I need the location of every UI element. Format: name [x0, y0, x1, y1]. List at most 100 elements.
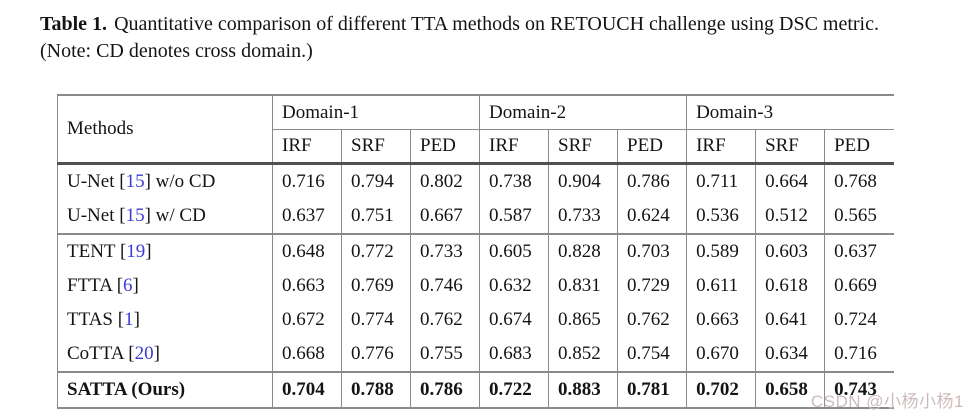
citation-close-bracket: ]: [133, 309, 140, 330]
header-row-metrics: IRF SRF PED IRF SRF PED IRF SRF PED: [58, 129, 894, 165]
citation-link[interactable]: 15: [125, 171, 145, 192]
citation-close-bracket: ]: [153, 343, 160, 364]
dsc-value-cell: 0.658: [755, 372, 825, 408]
table-row: U-Net [15] w/o CD 0.716 0.794 0.802 0.738 0.9…: [57, 163, 894, 199]
table-caption: Table 1. Quantitative comparison of diffe…: [40, 11, 908, 65]
citation-open-bracket: [: [119, 241, 127, 262]
metric-header-irf: IRF: [272, 129, 342, 165]
dsc-value-cell: 0.624: [617, 199, 687, 235]
dsc-value-cell: 0.672: [272, 303, 342, 337]
dsc-value-cell: 0.904: [548, 163, 618, 199]
dsc-value-cell: 0.663: [272, 269, 342, 303]
dsc-value-cell: 0.794: [341, 163, 411, 199]
dsc-value-cell: 0.781: [617, 372, 687, 408]
dsc-value-cell: 0.587: [479, 199, 549, 235]
dsc-value-cell: 0.762: [617, 303, 687, 337]
citation-open-bracket: [: [119, 171, 126, 192]
dsc-value-cell: 0.670: [686, 337, 756, 373]
csdn-watermark: CSDN @小杨小杨1: [810, 392, 964, 411]
citation-close-bracket: ]: [144, 205, 151, 226]
dsc-value-cell: 0.746: [409, 269, 480, 303]
dsc-value-cell: 0.674: [479, 303, 549, 337]
caption-label: Table 1.: [40, 13, 108, 35]
method-name-cell: TENT [19]: [57, 234, 273, 269]
citation-close-bracket: ]: [145, 241, 152, 262]
citation-close-bracket: ]: [132, 275, 139, 296]
dsc-value-cell: 0.634: [755, 337, 825, 373]
domain-1-header: Domain-1: [271, 95, 480, 130]
dsc-value-cell: 0.768: [824, 163, 894, 199]
dsc-value-cell: 0.724: [824, 303, 894, 337]
dsc-value-cell: 0.641: [755, 303, 825, 337]
dsc-value-cell: 0.772: [341, 234, 411, 269]
dsc-value-cell: 0.611: [686, 269, 756, 303]
method-name: SATTA (Ours): [67, 379, 186, 400]
dsc-value-cell: 0.648: [272, 234, 342, 269]
citation-link[interactable]: 19: [126, 241, 146, 262]
citation-open-bracket: [: [128, 343, 135, 364]
dsc-value-cell: 0.711: [686, 163, 756, 199]
metric-header-irf: IRF: [686, 129, 756, 165]
dsc-value-cell: 0.704: [272, 372, 342, 408]
metric-header-srf: SRF: [548, 129, 618, 165]
citation-open-bracket: [: [116, 275, 124, 296]
method-name-cell: CoTTA [20]: [57, 337, 273, 373]
dsc-value-cell: 0.729: [617, 269, 687, 303]
table-row: CoTTA [20] 0.668 0.776 0.755 0.683 0.852 0.754…: [57, 337, 894, 373]
domain-3-header: Domain-3: [686, 95, 894, 130]
dsc-value-cell: 0.733: [548, 199, 618, 235]
dsc-value-cell: 0.722: [479, 372, 549, 408]
dsc-value-cell: 0.774: [341, 303, 411, 337]
dsc-value-cell: 0.512: [755, 199, 825, 235]
dsc-value-cell: 0.663: [686, 303, 756, 337]
dsc-value-cell: 0.786: [409, 372, 480, 408]
citation-link[interactable]: 15: [125, 205, 145, 226]
dsc-value-cell: 0.788: [341, 372, 411, 408]
dsc-value-cell: 0.786: [617, 163, 687, 199]
table-row: SATTA (Ours) 0.704 0.788 0.786 0.722 0.883 0.7…: [57, 372, 894, 408]
dsc-value-cell: 0.865: [548, 303, 618, 337]
dsc-value-cell: 0.703: [617, 234, 687, 269]
citation-link[interactable]: 6: [123, 275, 133, 296]
citation-link[interactable]: 20: [134, 343, 154, 364]
method-name-cell: TTAS [1]: [57, 303, 273, 337]
dsc-value-cell: 0.802: [409, 163, 480, 199]
dsc-value-cell: 0.589: [686, 234, 756, 269]
methods-header-cell: Methods: [57, 95, 273, 165]
dsc-value-cell: 0.755: [409, 337, 480, 373]
dsc-value-cell: 0.669: [824, 269, 894, 303]
dsc-value-cell: 0.536: [686, 199, 756, 235]
dsc-value-cell: 0.632: [479, 269, 549, 303]
metric-header-srf: SRF: [341, 129, 411, 165]
dsc-value-cell: 0.618: [755, 269, 825, 303]
metric-header-ped: PED: [824, 129, 894, 165]
method-name: FTTA: [67, 275, 112, 296]
method-name-cell: SATTA (Ours): [57, 372, 273, 408]
method-name: TTAS: [67, 309, 113, 330]
citation-open-bracket: [: [117, 309, 125, 330]
table-row: TTAS [1] 0.672 0.774 0.762 0.674 0.865 0.762 0.…: [57, 303, 894, 337]
dsc-value-cell: 0.667: [409, 199, 480, 235]
dsc-value-cell: 0.702: [686, 372, 756, 408]
domain-2-header: Domain-2: [479, 95, 687, 130]
dsc-value-cell: 0.831: [548, 269, 618, 303]
dsc-value-cell: 0.605: [479, 234, 549, 269]
header-row-domains: Methods Domain-1 Domain-2 Domain-3: [57, 95, 894, 165]
dsc-value-cell: 0.668: [272, 337, 342, 373]
method-name: CoTTA: [67, 343, 124, 364]
metric-header-ped: PED: [409, 129, 480, 165]
metric-header-srf: SRF: [755, 129, 825, 165]
dsc-value-cell: 0.603: [755, 234, 825, 269]
dsc-value-cell: 0.828: [548, 234, 618, 269]
method-name: TENT: [67, 241, 116, 262]
citation-link[interactable]: 1: [124, 309, 134, 330]
method-suffix: w/o CD: [155, 171, 216, 192]
method-suffix: w/ CD: [155, 205, 206, 226]
dsc-value-cell: 0.716: [272, 163, 342, 199]
method-name-cell: FTTA [6]: [57, 269, 273, 303]
method-name-cell: U-Net [15] w/o CD: [57, 163, 273, 199]
dsc-value-cell: 0.733: [409, 234, 480, 269]
dsc-value-cell: 0.565: [824, 199, 894, 235]
method-name: U-Net: [67, 171, 115, 192]
